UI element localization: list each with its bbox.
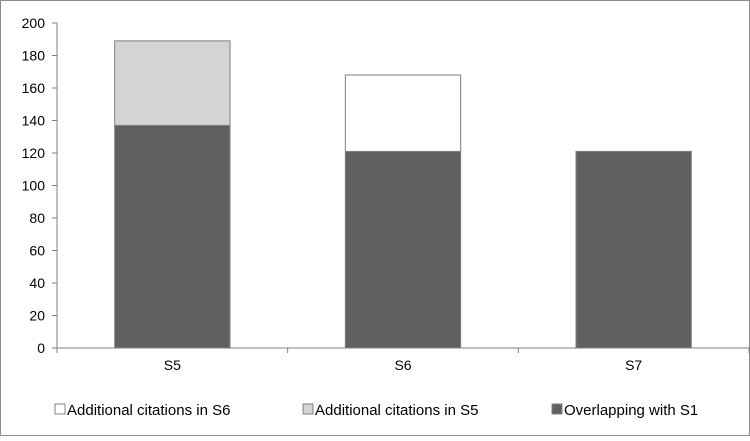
y-tick-label: 0 [37, 340, 45, 356]
y-axis: 0 20 40 60 80 100 120 140 160 180 200 [22, 15, 58, 356]
legend-swatch [54, 403, 66, 415]
y-tick-label: 120 [22, 145, 46, 161]
legend-label: Additional citations in S6 [67, 402, 230, 419]
bars [114, 40, 692, 349]
y-tick-label: 140 [22, 113, 46, 129]
x-category-label: S6 [394, 357, 411, 373]
y-tick-label: 160 [22, 80, 46, 96]
legend-label: Additional citations in S5 [315, 402, 478, 419]
legend-swatch [302, 403, 314, 415]
y-tick-label: 20 [29, 308, 45, 324]
bar-segment-additional-citations-in-s6-s6 [344, 74, 462, 152]
legend-swatch [551, 403, 563, 415]
y-tick-label: 100 [22, 178, 46, 194]
bar-segment-overlapping-with-s1-s6 [344, 150, 462, 349]
y-tick-label: 180 [22, 48, 46, 64]
x-category-label: S5 [164, 357, 181, 373]
y-tick-label: 80 [29, 210, 45, 226]
bar-segment-overlapping-with-s1-s5 [114, 124, 231, 349]
x-category-label: S7 [625, 357, 642, 373]
bar-segment-overlapping-with-s1-s7 [575, 150, 692, 349]
y-tick-label: 200 [22, 15, 46, 31]
legend-label: Overlapping with S1 [564, 402, 698, 419]
legend: Additional citations in S6 Additional cit… [54, 402, 698, 419]
y-tick-label: 60 [29, 243, 45, 259]
bar-segment-additional-citations-in-s5-s5 [114, 40, 231, 126]
y-tick-label: 40 [29, 275, 45, 291]
